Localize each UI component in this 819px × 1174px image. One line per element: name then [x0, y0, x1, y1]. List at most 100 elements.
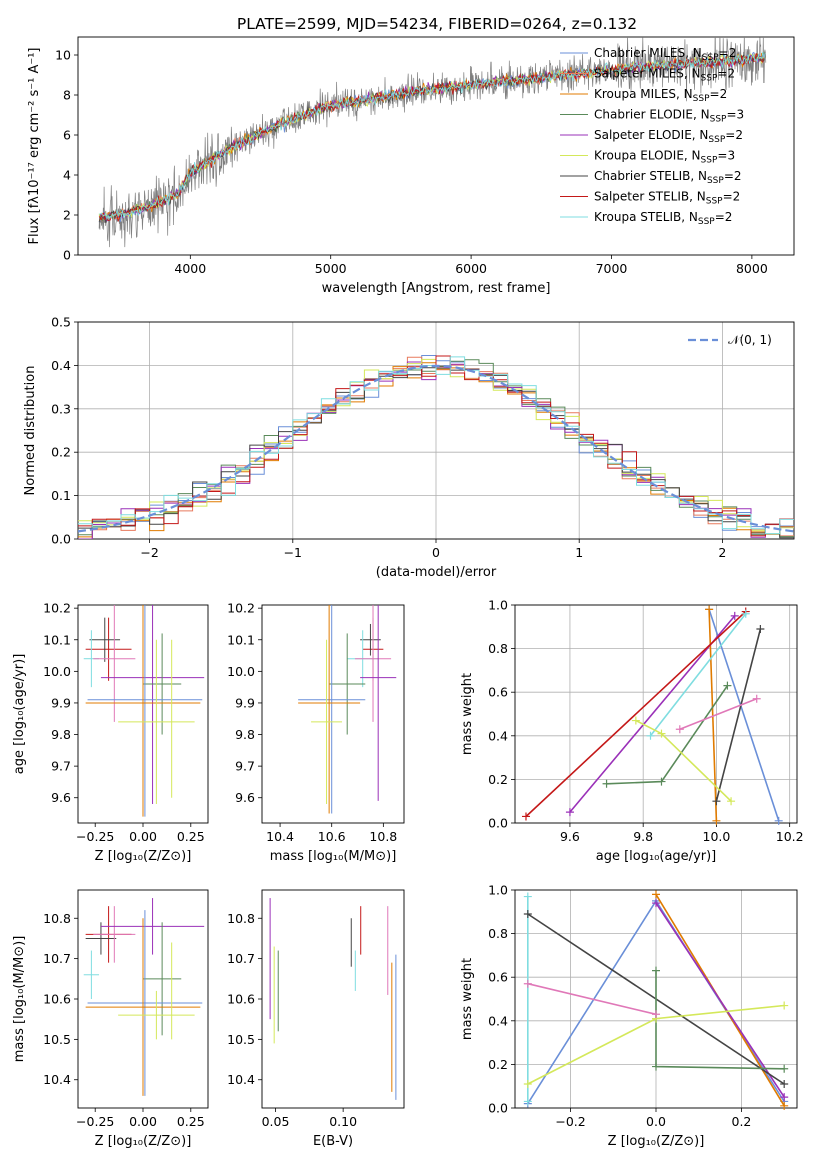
weight-marker [646, 731, 655, 740]
y-tick-label: 0.8 [488, 926, 508, 941]
y-axis-label: mass weight [460, 673, 475, 755]
x-tick-label: 10.6 [318, 829, 346, 844]
y-tick-label: 0.0 [488, 1101, 508, 1116]
weight-marker [523, 909, 532, 918]
y-tick-label: 10.8 [227, 911, 255, 926]
y-tick-label: 1.0 [488, 598, 508, 613]
legend-suffix: =2 [710, 87, 728, 101]
legend-label: Chabrier MILES, N [594, 46, 702, 60]
weight-marker [780, 1101, 789, 1110]
plot-frame [77, 36, 795, 256]
weight-marker [727, 797, 736, 806]
errorbars [269, 898, 397, 1100]
x-tick-label: 10.8 [369, 829, 397, 844]
weight-line [569, 615, 736, 813]
weight-marker [756, 624, 765, 633]
y-tick-label: 9.6 [51, 790, 71, 805]
weight-line [527, 982, 657, 1016]
weight-marker [523, 1097, 532, 1106]
legend-entry: Kroupa ELODIE, NSSP=3 [594, 149, 735, 166]
legend-sub: SSP [706, 197, 723, 207]
legend-suffix: =2 [725, 128, 743, 142]
chart-spectrum: 4000 5000 6000 7000 8000 0 2 4 6 8 10 wavelength [A… [27, 36, 795, 296]
y-axis-label: mass [log₁₀(M/M⊙)] [12, 936, 27, 1063]
legend-suffix: =2 [719, 46, 737, 60]
weight-marker [780, 1001, 789, 1010]
x-tick-label: −1 [284, 545, 302, 560]
y-tick-label: 0 [63, 248, 71, 263]
weight-marker [652, 899, 660, 908]
weight-marker [523, 979, 532, 988]
observed-spectrum [98, 37, 767, 248]
chart-age_vs_Z: −0.25 0.00 0.25 9.6 9.7 9.8 9.9 10.0 10.1 10.2 Z [… [12, 601, 209, 864]
weight-marker [631, 716, 640, 725]
y-tick-label: 0.2 [488, 772, 508, 787]
y-axis-label: age [log₁₀(age/yr)] [12, 654, 27, 775]
grid [515, 604, 797, 824]
y-tick-label: 8 [63, 88, 71, 103]
x-tick-label: 2 [718, 545, 726, 560]
y-tick-label: 10.8 [43, 911, 71, 926]
chart-weight_vs_Z: −0.2 0.0 0.2 0.0 0.2 0.4 0.6 0.8 1.0 Z [log₁₀(Z/Z… [460, 883, 798, 1149]
weight-marker [780, 1093, 789, 1102]
x-tick-label: 8000 [736, 261, 768, 276]
weight-marker [657, 777, 666, 786]
y-tick-label: 9.7 [235, 759, 255, 774]
x-axis-label: age [log₁₀(age/yr)] [596, 849, 717, 864]
y-tick-label: 0.8 [488, 641, 508, 656]
x-tick-label: 10.4 [266, 829, 294, 844]
plot-frame [261, 604, 405, 824]
legend-sub: SSP [710, 115, 727, 125]
weight-marker [712, 816, 721, 825]
x-tick-label: 0.25 [177, 829, 205, 844]
x-axis-label: (data-model)/error [376, 565, 497, 580]
legend-suffix: =2 [724, 169, 742, 183]
legend-entry: Kroupa MILES, NSSP=2 [594, 87, 727, 104]
y-tick-label: 9.8 [51, 727, 71, 742]
y-tick-label: 9.6 [235, 790, 255, 805]
weight-marker [565, 808, 574, 817]
weight-marker [712, 797, 721, 806]
legend-suffix: =3 [726, 108, 744, 122]
weight-marker [523, 892, 532, 901]
histograms [78, 355, 794, 539]
legend-sub: SSP [701, 74, 718, 84]
legend-entry: Chabrier ELODIE, NSSP=3 [594, 108, 744, 125]
x-tick-label: −2 [140, 545, 158, 560]
legend-label: Kroupa MILES, N [594, 87, 693, 101]
gaussian-curve [78, 364, 794, 533]
chart-mass_vs_Z: −0.25 0.00 0.25 10.4 10.5 10.6 10.7 10.8 Z [log₁… [12, 889, 209, 1149]
legend-suffix: =2 [717, 67, 735, 81]
chart-residuals: −2 −1 0 1 2 0.0 0.1 0.2 0.3 0.4 0.5 (data-model)/er… [23, 315, 795, 580]
x-tick-label: 7000 [596, 261, 628, 276]
model-spectrum [99, 51, 766, 221]
weight-line [525, 610, 747, 818]
y-tick-label: 9.7 [51, 759, 71, 774]
x-tick-label: 10.2 [776, 829, 804, 844]
legend-sub: SSP [707, 176, 724, 186]
legend-label: Chabrier ELODIE, N [594, 108, 710, 122]
x-tick-label: 5000 [315, 261, 347, 276]
model-spectrum [98, 53, 766, 220]
legend-label: Salpeter MILES, N [594, 67, 701, 81]
weight-marker [741, 609, 750, 618]
y-tick-label: 2 [63, 208, 71, 223]
legend-label: Kroupa STELIB, N [594, 210, 698, 224]
legend-entry: Salpeter ELODIE, NSSP=2 [594, 128, 743, 145]
x-tick-label: 0.2 [732, 1114, 752, 1129]
x-tick-label: 0.10 [329, 1114, 357, 1129]
weight-marker [523, 1080, 532, 1089]
x-axis-label: Z [log₁₀(Z/Z⊙)] [95, 1134, 192, 1149]
y-axis-label: mass weight [460, 958, 475, 1040]
legend-suffix: =3 [717, 149, 735, 163]
y-tick-label: 10.0 [43, 664, 71, 679]
y-tick-label: 0.4 [51, 358, 71, 373]
legend-label: Kroupa ELODIE, N [594, 149, 701, 163]
chart-mass_vs_ebv: 0.05 0.10 10.4 10.5 10.6 10.7 10.8 E(B-V) [227, 889, 405, 1149]
legend-entry: 𝒩(0, 1) [728, 333, 772, 347]
x-tick-label: 0.0 [646, 1114, 666, 1129]
y-axis-label: Flux [fλ10⁻¹⁷ erg cm⁻² s⁻¹ A⁻¹] [27, 48, 42, 245]
legend-suffix: =2 [723, 190, 741, 204]
weight-marker [780, 1064, 789, 1073]
